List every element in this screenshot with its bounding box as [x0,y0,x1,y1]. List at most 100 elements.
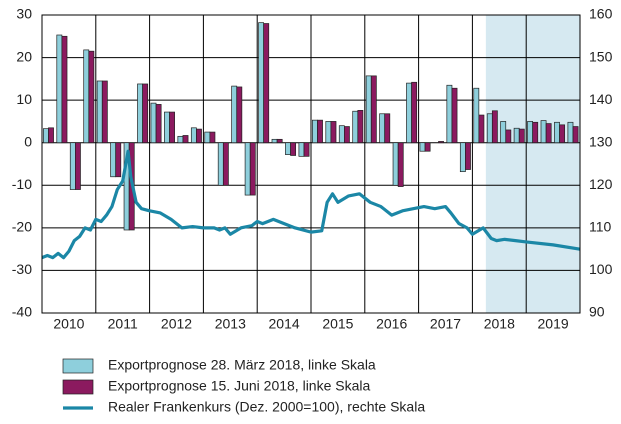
bar [298,142,305,157]
bar [182,135,189,144]
bar [155,104,162,144]
bar [209,131,216,144]
bar [451,87,458,144]
y-tick-label: -40 [12,304,32,320]
x-tick-label: 2012 [161,316,192,332]
x-tick-label: 2011 [108,316,138,332]
x-tick-label: 2016 [376,316,407,332]
y2-tick-label: 140 [589,91,613,107]
bar [231,85,238,144]
x-tick-label: 2019 [538,316,569,332]
bar [500,121,507,144]
x-tick-label: 2013 [215,316,246,332]
y2-tick-label: 90 [589,304,605,320]
bar [478,114,485,144]
bar [406,82,412,144]
y-tick-label: -20 [12,219,32,235]
bar [465,142,471,170]
bar [217,142,224,186]
y2-tick-label: 150 [589,48,613,64]
legend-label: Realer Frankenkurs (Dez. 2000=100), rech… [108,399,425,415]
bar [357,110,364,144]
bar [491,110,498,144]
bar [115,142,122,178]
forecast-shade [485,15,580,313]
bar [101,80,108,144]
bar [169,111,175,144]
bar [56,34,63,144]
bar [567,121,574,144]
bar [164,111,170,144]
bar [559,124,566,144]
bar [258,22,265,144]
legend-swatch [62,379,94,395]
bar [572,126,579,144]
bar [473,87,480,144]
bar [69,142,76,190]
bar [424,142,431,152]
bar [61,35,68,144]
bar [392,142,399,186]
legend-label: Exportprognose 15. Juni 2018, linke Skal… [108,378,370,394]
y2-tick-label: 100 [589,261,613,277]
bar [365,75,372,144]
bar [379,113,386,144]
bar [411,81,418,144]
bar [311,119,318,144]
bar [397,142,404,187]
bar [196,128,202,144]
x-tick-label: 2010 [53,316,84,332]
y2-tick-label: 130 [589,133,613,149]
y-tick-label: -10 [12,176,32,192]
bar [505,129,512,144]
bar [446,84,453,144]
y-tick-label: 20 [16,48,32,64]
y2-tick-label: 120 [589,176,613,192]
y-tick-label: 0 [24,133,32,149]
bar [190,127,197,144]
bar [545,123,552,144]
legend-label: Exportprognose 28. März 2018, linke Skal… [108,357,376,373]
bar [75,142,81,190]
bar [338,125,345,144]
y2-tick-label: 110 [589,219,612,235]
bar [276,138,283,144]
y-tick-label: 10 [16,91,32,107]
bar [303,142,310,157]
bar [330,121,337,144]
line [41,149,581,260]
bar [325,121,332,144]
bar [540,120,547,144]
bar [42,128,49,144]
bar [419,142,426,152]
bar [532,121,539,144]
bar [352,110,359,144]
bar [513,127,520,144]
bar [48,127,54,144]
bar [204,131,211,144]
bar [150,102,157,144]
y-tick-label: 30 [16,6,32,22]
bar [222,142,229,186]
plot-frame [41,14,581,314]
bar [88,50,95,144]
bar [249,142,256,196]
y2-tick-label: 160 [589,6,613,22]
bar [96,80,103,144]
x-tick-label: 2015 [322,316,353,332]
bar [384,113,391,144]
bar [137,83,143,144]
y-tick-label: -30 [12,261,32,277]
bar [263,23,270,144]
bar [271,138,278,144]
bar [83,49,90,144]
bar [459,142,466,173]
bar [344,126,350,144]
bar [527,121,534,144]
bar [554,121,560,144]
bar [142,83,149,144]
bar [290,142,297,156]
x-tick-label: 2018 [484,316,515,332]
bar [110,142,117,178]
